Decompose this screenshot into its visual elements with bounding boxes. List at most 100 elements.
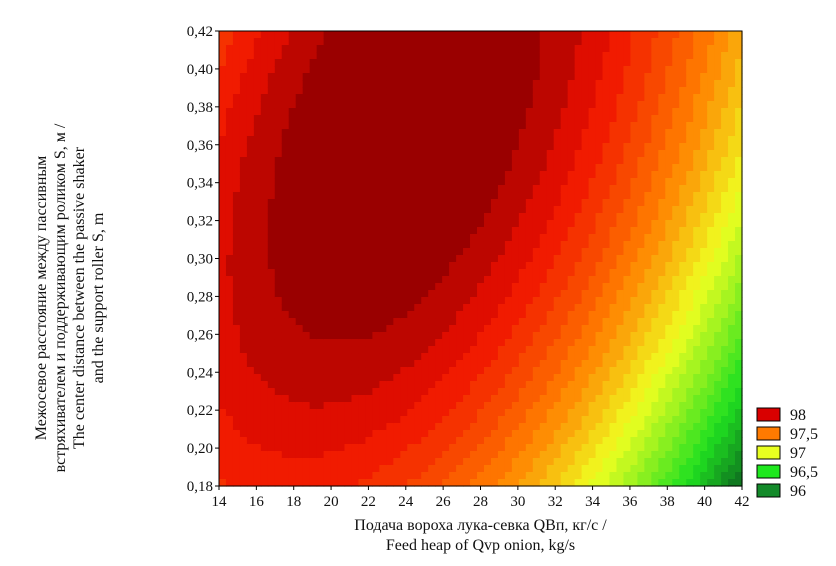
contour-cell xyxy=(714,367,722,375)
contour-cell xyxy=(721,108,729,116)
contour-cell xyxy=(707,206,715,214)
contour-cell xyxy=(463,80,471,88)
contour-cell xyxy=(518,59,527,67)
contour-cell xyxy=(428,255,436,263)
contour-cell xyxy=(511,80,520,88)
contour-cell xyxy=(295,157,304,165)
contour-cell xyxy=(539,479,548,487)
contour-cell xyxy=(483,297,492,305)
contour-cell xyxy=(644,157,652,165)
contour-cell xyxy=(630,395,638,403)
contour-cell xyxy=(574,423,583,431)
contour-cell xyxy=(435,388,443,396)
contour-cell xyxy=(330,276,339,284)
contour-cell xyxy=(497,437,506,445)
contour-cell xyxy=(253,374,262,382)
contour-cell xyxy=(665,381,673,389)
contour-cell xyxy=(449,122,457,130)
contour-cell xyxy=(483,479,492,487)
contour-cell xyxy=(288,458,297,466)
contour-cell xyxy=(644,479,652,487)
contour-cell xyxy=(539,101,548,109)
contour-cell xyxy=(511,395,520,403)
contour-cell xyxy=(672,52,680,60)
contour-cell xyxy=(239,325,248,333)
contour-cell xyxy=(714,332,722,340)
contour-cell xyxy=(672,346,680,354)
contour-cell xyxy=(414,367,422,375)
contour-cell xyxy=(232,199,241,207)
contour-cell xyxy=(483,248,492,256)
contour-cell xyxy=(442,304,450,312)
contour-cell xyxy=(588,423,597,431)
contour-cell xyxy=(246,87,255,95)
contour-cell xyxy=(532,178,541,186)
contour-cell xyxy=(219,185,227,193)
contour-cell xyxy=(637,472,645,480)
contour-cell xyxy=(511,129,520,137)
contour-cell xyxy=(735,262,743,270)
contour-cell xyxy=(470,220,478,228)
contour-cell xyxy=(511,227,520,235)
contour-cell xyxy=(602,388,611,396)
contour-cell xyxy=(588,66,597,74)
x-tick-label: 28 xyxy=(473,494,488,510)
contour-cell xyxy=(435,143,443,151)
contour-cell xyxy=(630,311,638,319)
contour-cell xyxy=(435,269,443,277)
contour-cell xyxy=(588,136,597,144)
contour-cell xyxy=(672,388,680,396)
contour-cell xyxy=(539,360,548,368)
contour-cell xyxy=(721,360,729,368)
contour-cell xyxy=(421,269,429,277)
contour-cell xyxy=(602,332,611,340)
contour-cell xyxy=(721,409,729,417)
contour-cell xyxy=(337,185,346,193)
contour-cell xyxy=(672,38,680,46)
contour-cell xyxy=(295,101,304,109)
contour-cell xyxy=(372,108,380,116)
contour-cell xyxy=(295,465,304,473)
contour-cell xyxy=(449,262,457,270)
contour-cell xyxy=(672,353,680,361)
contour-cell xyxy=(693,171,701,179)
contour-cell xyxy=(630,122,638,130)
contour-cell xyxy=(728,269,736,277)
contour-cell xyxy=(560,318,569,326)
contour-cell xyxy=(602,360,611,368)
contour-cell xyxy=(463,220,471,228)
contour-cell xyxy=(693,332,701,340)
contour-cell xyxy=(707,388,715,396)
contour-cell xyxy=(490,66,499,74)
contour-cell xyxy=(435,248,443,256)
contour-cell xyxy=(651,388,659,396)
contour-cell xyxy=(665,178,673,186)
contour-cell xyxy=(518,290,527,298)
contour-cell xyxy=(274,458,283,466)
contour-cell xyxy=(337,318,346,326)
contour-cell xyxy=(546,409,555,417)
contour-cell xyxy=(609,129,618,137)
contour-cell xyxy=(658,192,666,200)
contour-cell xyxy=(532,290,541,298)
contour-cell xyxy=(665,80,673,88)
contour-cell xyxy=(365,129,374,137)
contour-cell xyxy=(651,346,659,354)
contour-cell xyxy=(407,52,415,60)
contour-cell xyxy=(609,304,618,312)
contour-cell xyxy=(525,269,534,277)
contour-cell xyxy=(246,318,255,326)
contour-cell xyxy=(735,290,743,298)
contour-cell xyxy=(372,318,380,326)
contour-cell xyxy=(477,297,485,305)
contour-cell xyxy=(219,73,227,81)
contour-cell xyxy=(532,115,541,123)
contour-cell xyxy=(239,444,248,452)
contour-cell xyxy=(490,157,499,165)
contour-cell xyxy=(225,262,234,270)
contour-cell xyxy=(456,353,464,361)
contour-cell xyxy=(581,66,590,74)
contour-cell xyxy=(567,402,576,410)
contour-cell xyxy=(414,395,422,403)
contour-cell xyxy=(679,38,687,46)
